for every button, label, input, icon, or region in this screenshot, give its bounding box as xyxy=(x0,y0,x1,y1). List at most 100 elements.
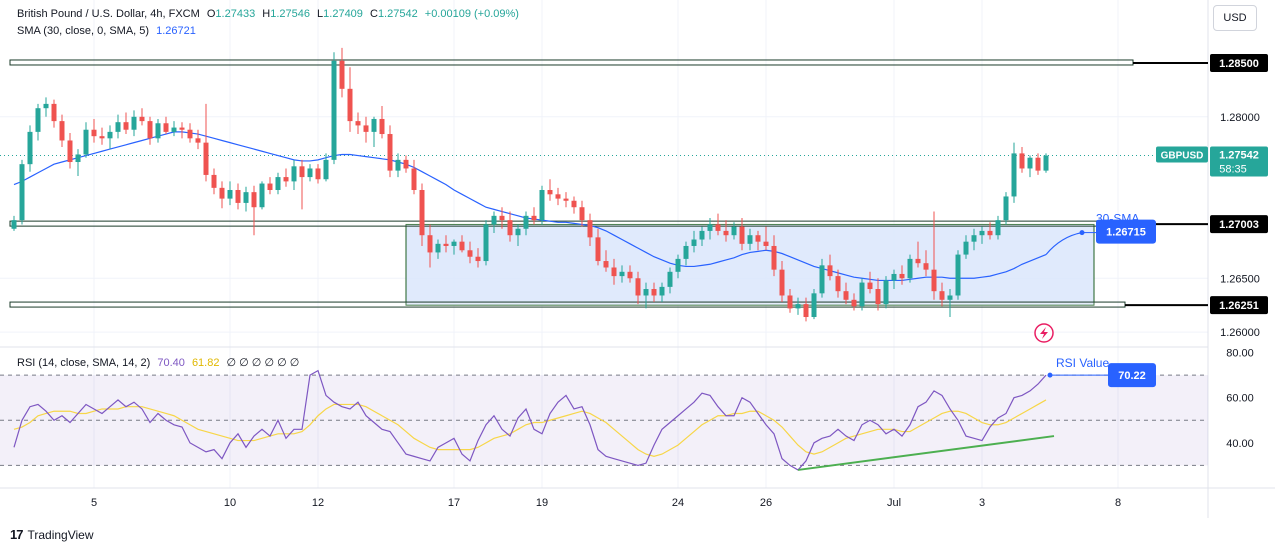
candle-body xyxy=(483,224,489,262)
candle-body xyxy=(691,239,697,246)
candle-body xyxy=(907,258,913,279)
candle-body xyxy=(707,224,713,231)
candle-body xyxy=(659,286,665,296)
candle-body xyxy=(171,127,177,132)
candle-body xyxy=(835,276,841,292)
price-legend: British Pound / U.S. Dollar, 4h, FXCM O1… xyxy=(17,8,523,20)
candle-body xyxy=(315,168,321,180)
candle-body xyxy=(619,271,625,277)
candle-body xyxy=(987,230,993,236)
candle-body xyxy=(963,241,969,255)
candles-layer xyxy=(11,47,1049,322)
candle-body xyxy=(971,235,977,242)
candle-body xyxy=(419,190,425,236)
candle-body xyxy=(923,263,929,270)
candle-body xyxy=(547,190,553,195)
level-price-label-bg xyxy=(1210,215,1268,234)
candle-body xyxy=(299,166,305,178)
current-price-value: 1.27542 xyxy=(1219,150,1259,162)
candle-body xyxy=(851,299,857,307)
candle-body xyxy=(179,127,185,130)
candle-body xyxy=(443,243,449,246)
level-band xyxy=(9,59,1134,66)
candle-body xyxy=(667,271,673,287)
divergence-line xyxy=(797,435,1055,471)
candle-body xyxy=(115,122,121,132)
candle-body xyxy=(587,220,593,238)
candle-body xyxy=(595,237,601,262)
candle-body xyxy=(155,123,161,139)
rsi-ma-legend-value: 61.82 xyxy=(191,357,220,369)
candle-body xyxy=(611,267,617,277)
symbol-badge: GBPUSD xyxy=(1161,151,1204,162)
candle-body xyxy=(899,273,905,279)
time-tick-label: 24 xyxy=(672,497,684,509)
rsi-line xyxy=(13,369,1047,471)
candle-body xyxy=(187,129,193,139)
candle-body xyxy=(267,183,273,190)
candle-body xyxy=(363,125,369,132)
candle-body xyxy=(763,241,769,246)
candle-body xyxy=(531,215,537,221)
candle-body xyxy=(331,60,337,160)
candle-body xyxy=(259,183,265,208)
candle-body xyxy=(459,241,465,251)
currency-button[interactable]: USD xyxy=(1213,5,1257,31)
candle-body xyxy=(827,265,833,277)
time-tick-label: 5 xyxy=(91,497,97,509)
time-tick-label: 17 xyxy=(448,497,460,509)
sma-legend-label: SMA (30, close, 0, SMA, 5) xyxy=(17,25,150,37)
candle-body xyxy=(107,131,113,139)
time-tick-label: Jul xyxy=(887,497,901,509)
candle-body xyxy=(859,282,865,307)
level-price-label: 1.27003 xyxy=(1219,219,1259,231)
candle-body xyxy=(59,121,65,141)
candle-body xyxy=(1019,153,1025,169)
candle-body xyxy=(427,235,433,253)
time-tick-label: 3 xyxy=(979,497,985,509)
brand-label: TradingView xyxy=(27,527,94,542)
candle-body xyxy=(475,256,481,262)
candle-body xyxy=(643,289,649,296)
candle-body xyxy=(139,116,145,122)
candle-body xyxy=(11,220,17,229)
level-price-label-bg xyxy=(1210,53,1268,72)
candle-body xyxy=(747,235,753,244)
time-tick-label: 19 xyxy=(536,497,548,509)
candle-body xyxy=(435,243,441,253)
candle-body xyxy=(235,190,241,203)
candle-body xyxy=(227,190,233,199)
candle-body xyxy=(91,129,97,137)
candle-body xyxy=(499,215,505,221)
candle-body xyxy=(843,291,849,300)
candle-body xyxy=(955,254,961,296)
candle-body xyxy=(323,159,329,180)
rsi-tick-label: 60.00 xyxy=(1226,393,1254,405)
candle-body xyxy=(579,207,585,221)
time-tick-label: 8 xyxy=(1115,497,1121,509)
rsi-annotation-label: RSI Value xyxy=(1056,356,1109,370)
candle-body xyxy=(451,241,457,246)
candle-body xyxy=(883,280,889,305)
candle-body xyxy=(371,118,377,132)
rsi-value-badge xyxy=(1108,363,1156,388)
candle-body xyxy=(811,293,817,318)
candle-body xyxy=(195,138,201,143)
horizontal-levels-layer xyxy=(0,59,1208,308)
candle-body xyxy=(123,122,129,130)
current-price-countdown: 58:35 xyxy=(1219,164,1247,176)
open-value: O1.27433 xyxy=(206,8,256,20)
candle-body xyxy=(395,159,401,171)
candle-body xyxy=(275,177,281,190)
level-price-label-bg xyxy=(1210,296,1268,315)
sma-legend-value: 1.26721 xyxy=(156,25,196,37)
candle-body xyxy=(355,121,361,126)
low-value: L1.27409 xyxy=(317,8,363,20)
close-value: C1.27542 xyxy=(369,8,418,20)
candle-body xyxy=(347,88,353,122)
candle-body xyxy=(635,278,641,296)
candle-body xyxy=(539,190,545,221)
current-price-badge-bg xyxy=(1210,146,1268,177)
tradingview-logo[interactable]: 17 TradingView xyxy=(10,527,94,542)
